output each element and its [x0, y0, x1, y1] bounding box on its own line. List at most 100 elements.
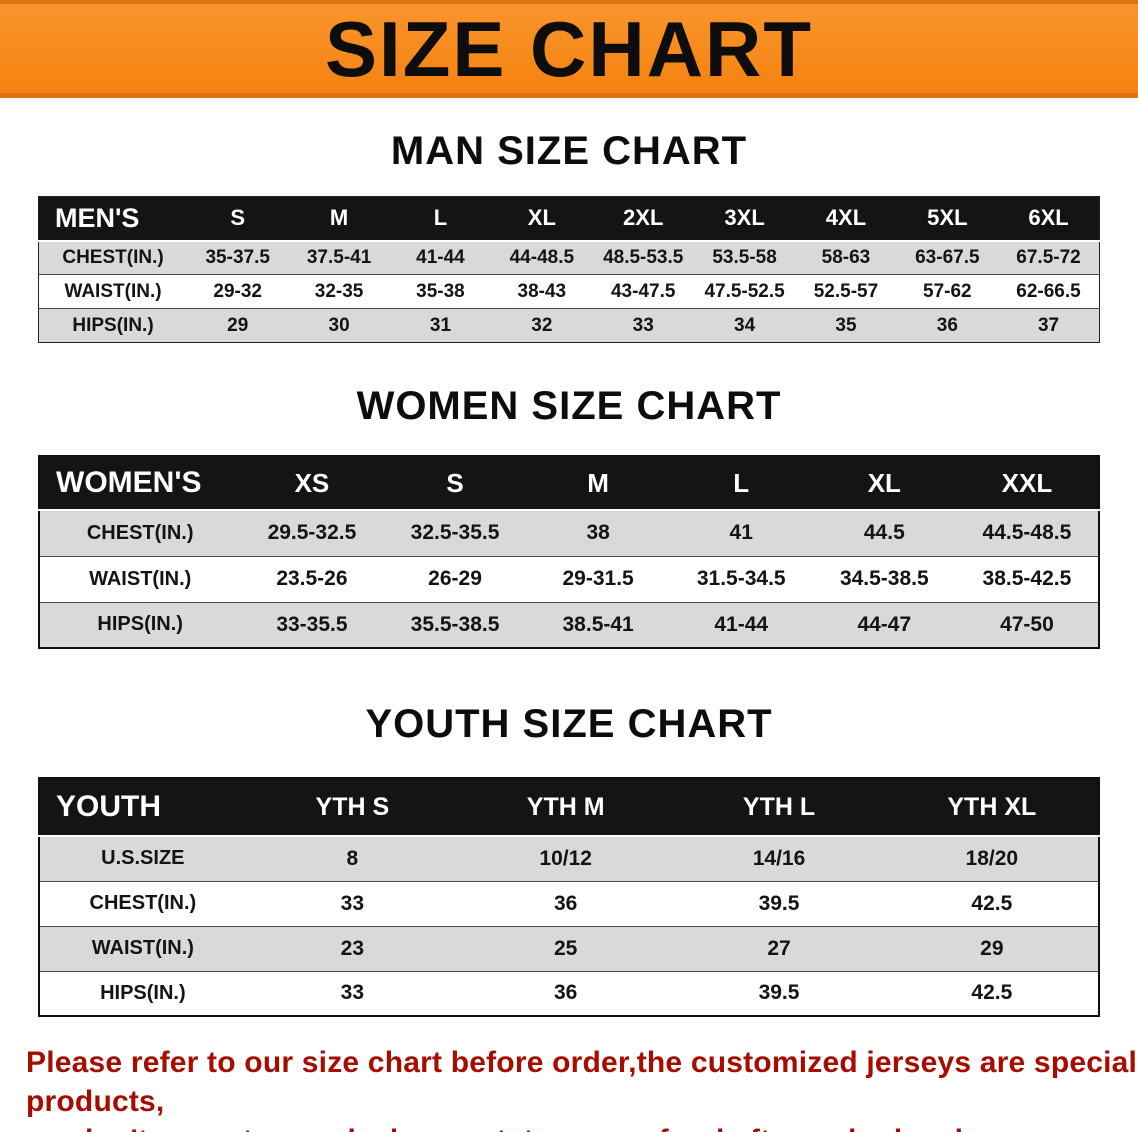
man-size-chart-heading: MAN SIZE CHART	[390, 129, 748, 173]
table-row: U.S.SIZE 8 10/12 14/16 18/20	[39, 835, 1099, 881]
size-column-header: YTH XL	[885, 778, 1099, 837]
row-label: HIPS(IN.)	[39, 601, 241, 648]
size-value-cell: 29.5-32.5	[240, 509, 384, 556]
banner: SIZE CHART	[0, 0, 1138, 98]
size-value-cell: 14/16	[672, 835, 886, 881]
row-label: WAIST(IN.)	[38, 274, 188, 309]
table-row: WAIST(IN.) 29-32 32-35 35-38 38-43 43-47.5 47.…	[38, 274, 1100, 309]
youth-size-chart-heading: YOUTH SIZE CHART	[365, 702, 773, 746]
size-value-cell: 26-29	[383, 555, 527, 602]
size-value-cell: 41	[669, 509, 813, 556]
size-column-header: YTH S	[245, 778, 460, 837]
women-size-table: WOMEN'S XS S M L XL XXL CHEST(IN.) 29.5-32.5 32.5…	[38, 455, 1100, 649]
size-value-cell: 31.5-34.5	[669, 555, 813, 602]
size-column-header: XXL	[955, 456, 1099, 511]
size-value-cell: 53.5-58	[693, 240, 796, 275]
size-value-cell: 23	[245, 925, 460, 971]
size-column-header: L	[389, 196, 492, 242]
table-corner-label: YOUTH	[39, 778, 246, 837]
footer-note: Please refer to our size chart before or…	[26, 1043, 1138, 1132]
table-row: WAIST(IN.) 23.5-26 26-29 29-31.5 31.5-34.5 34…	[39, 555, 1099, 602]
size-value-cell: 41-44	[669, 601, 813, 648]
size-value-cell: 52.5-57	[795, 274, 897, 309]
size-value-cell: 29-31.5	[526, 555, 670, 602]
size-value-cell: 41-44	[389, 240, 492, 275]
size-value-cell: 31	[389, 308, 492, 343]
table-header-row: YOUTH YTH S YTH M YTH L YTH XL	[39, 778, 1099, 837]
size-value-cell: 35	[795, 308, 897, 343]
size-value-cell: 33-35.5	[240, 601, 384, 648]
size-value-cell: 32-35	[288, 274, 390, 309]
size-value-cell: 23.5-26	[240, 555, 384, 602]
table-row: HIPS(IN.) 29 30 31 32 33 34 35 36 37	[38, 308, 1100, 343]
note-line-2: we don't accept cancel, change, teturn o…	[26, 1121, 1138, 1132]
size-value-cell: 67.5-72	[998, 240, 1100, 275]
table-corner-label: WOMEN'S	[39, 456, 241, 511]
size-value-cell: 44-47	[812, 601, 956, 648]
row-label: CHEST(IN.)	[39, 509, 241, 556]
size-value-cell: 29	[187, 308, 289, 343]
size-value-cell: 47-50	[955, 601, 1099, 648]
size-value-cell: 33	[245, 970, 460, 1016]
size-column-header: YTH M	[459, 778, 673, 837]
size-value-cell: 29-32	[187, 274, 289, 309]
size-value-cell: 42.5	[885, 970, 1099, 1016]
size-value-cell: 25	[459, 925, 673, 971]
size-value-cell: 10/12	[459, 835, 673, 881]
size-column-header: 3XL	[693, 196, 796, 242]
size-value-cell: 44.5-48.5	[955, 509, 1099, 556]
size-value-cell: 47.5-52.5	[693, 274, 796, 309]
size-value-cell: 57-62	[896, 274, 999, 309]
size-value-cell: 32	[491, 308, 593, 343]
size-value-cell: 37	[998, 308, 1100, 343]
row-label: HIPS(IN.)	[38, 308, 188, 343]
size-value-cell: 34	[693, 308, 796, 343]
size-value-cell: 42.5	[885, 880, 1099, 926]
size-value-cell: 37.5-41	[288, 240, 390, 275]
table-header-row: WOMEN'S XS S M L XL XXL	[39, 456, 1099, 511]
size-value-cell: 39.5	[672, 880, 886, 926]
size-value-cell: 29	[885, 925, 1099, 971]
size-value-cell: 58-63	[795, 240, 897, 275]
size-column-header: M	[288, 196, 390, 242]
row-label: HIPS(IN.)	[39, 970, 246, 1016]
table-corner-label: MEN'S	[38, 196, 188, 242]
youth-size-chart-section: YOUTH SIZE CHART YOUTH YTH S YTH M YTH L YTH…	[0, 701, 1138, 1017]
row-label: WAIST(IN.)	[39, 555, 241, 602]
size-value-cell: 27	[672, 925, 886, 971]
size-value-cell: 32.5-35.5	[383, 509, 527, 556]
size-column-header: XS	[240, 456, 384, 511]
size-value-cell: 33	[245, 880, 460, 926]
size-value-cell: 39.5	[672, 970, 886, 1016]
size-value-cell: 36	[896, 308, 999, 343]
size-value-cell: 44-48.5	[491, 240, 593, 275]
size-column-header: 5XL	[896, 196, 999, 242]
table-header-row: MEN'S S M L XL 2XL 3XL 4XL 5XL 6XL	[38, 196, 1100, 242]
size-value-cell: 30	[288, 308, 390, 343]
row-label: U.S.SIZE	[39, 835, 246, 881]
row-label: CHEST(IN.)	[39, 880, 246, 926]
note-line-1: Please refer to our size chart before or…	[26, 1046, 1138, 1118]
size-value-cell: 44.5	[812, 509, 956, 556]
size-value-cell: 33	[592, 308, 694, 343]
size-value-cell: 38.5-42.5	[955, 555, 1099, 602]
table-row: CHEST(IN.) 29.5-32.5 32.5-35.5 38 41 44.5 44.5…	[39, 509, 1099, 556]
men-size-table: MEN'S S M L XL 2XL 3XL 4XL 5XL 6XL CHEST(IN.) 35-37…	[38, 196, 1100, 343]
size-column-header: 2XL	[592, 196, 694, 242]
size-value-cell: 38	[526, 509, 670, 556]
size-column-header: 4XL	[795, 196, 897, 242]
size-value-cell: 38-43	[491, 274, 593, 309]
size-value-cell: 48.5-53.5	[592, 240, 694, 275]
man-size-chart-section: MAN SIZE CHART MEN'S S M L XL 2XL 3XL 4XL 5XL 6XL…	[0, 128, 1138, 343]
table-row: WAIST(IN.) 23 25 27 29	[39, 925, 1099, 971]
size-value-cell: 35.5-38.5	[383, 601, 527, 648]
size-column-header: S	[383, 456, 527, 511]
row-label: WAIST(IN.)	[39, 925, 246, 971]
table-row: CHEST(IN.) 35-37.5 37.5-41 41-44 44-48.5 48.5…	[38, 240, 1100, 275]
women-size-chart-heading: WOMEN SIZE CHART	[356, 384, 782, 428]
size-value-cell: 63-67.5	[896, 240, 999, 275]
banner-title: SIZE CHART	[325, 4, 813, 93]
youth-size-table: YOUTH YTH S YTH M YTH L YTH XL U.S.SIZE 8 10/12…	[38, 777, 1100, 1017]
row-label: CHEST(IN.)	[38, 240, 188, 275]
